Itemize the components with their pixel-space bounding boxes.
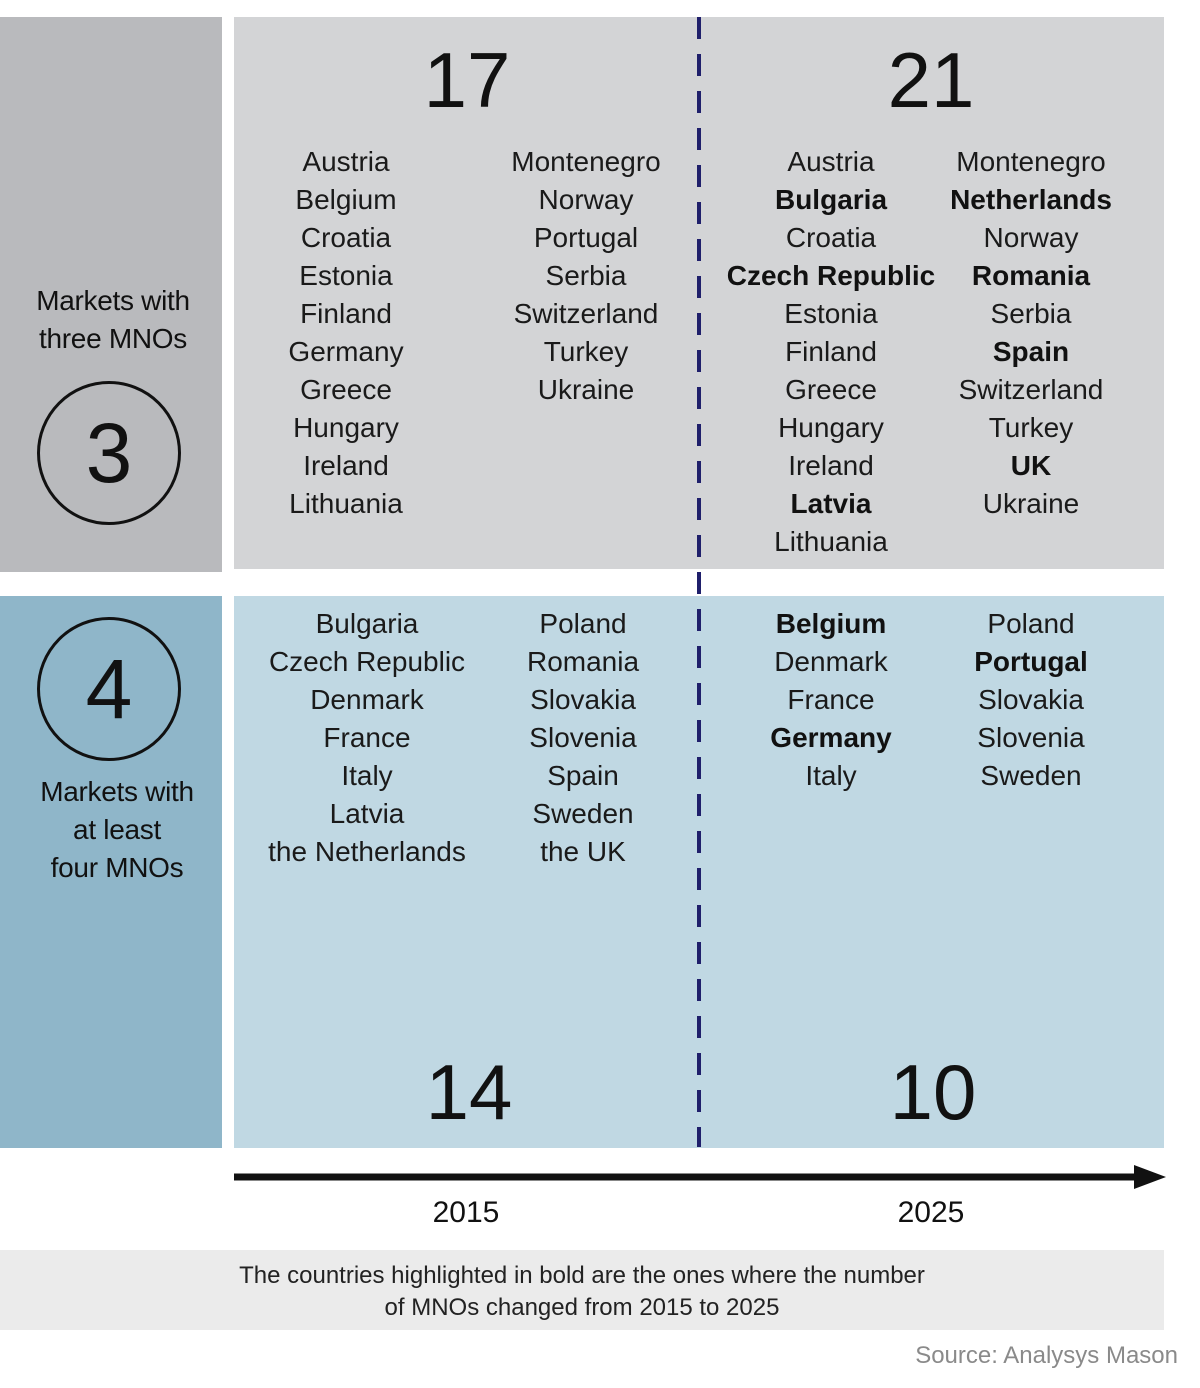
three-mnos-2025-col-a: Austria Bulgaria Croatia Czech Republic Esto… [716, 143, 946, 561]
country-item: Belgium [295, 184, 397, 215]
country-item: Latvia [790, 488, 872, 519]
country-item: Denmark [774, 646, 888, 677]
country-item: Switzerland [958, 374, 1104, 405]
country-item: Greece [300, 374, 392, 405]
note-text: The countries highlighted in bold are th… [0, 1260, 1164, 1324]
country-item: Lithuania [289, 488, 403, 519]
country-item: Estonia [784, 298, 878, 329]
country-item: Germany [288, 336, 404, 367]
country-item: Sweden [532, 798, 634, 829]
three-mnos-count-2025: 21 [887, 36, 975, 124]
four-mnos-count-2015: 14 [425, 1048, 513, 1136]
four-mnos-2025-col-b: Poland Portugal Slovakia Slovenia Sweden [941, 605, 1121, 795]
country-item: Austria [787, 146, 875, 177]
country-item: Ukraine [982, 488, 1080, 519]
country-item: the Netherlands [268, 836, 466, 867]
note-line1: The countries highlighted in bold are th… [239, 1262, 925, 1289]
country-item: Croatia [785, 222, 877, 253]
country-item: Greece [785, 374, 877, 405]
three-mnos-badge: 3 [37, 381, 181, 525]
country-item: Croatia [300, 222, 392, 253]
country-item: Poland [539, 608, 627, 639]
three-mnos-label-line2: three MNOs [39, 323, 187, 354]
country-item: Denmark [310, 684, 424, 715]
timeline-arrow [234, 1165, 1166, 1189]
country-item: Romania [971, 260, 1091, 291]
country-item: UK [1010, 450, 1052, 481]
country-item: Montenegro [511, 146, 661, 177]
country-item: Romania [526, 646, 640, 677]
three-mnos-count-2015: 17 [423, 36, 511, 124]
country-item: Turkey [988, 412, 1074, 443]
country-item: Bulgaria [315, 608, 419, 639]
note-line2: of MNOs changed from 2015 to 2025 [384, 1294, 780, 1321]
timeline-year-2015: 2015 [432, 1196, 500, 1229]
three-mnos-label-line1: Markets with [36, 285, 190, 316]
country-item: Serbia [990, 298, 1072, 329]
country-item: Switzerland [513, 298, 659, 329]
four-mnos-badge: 4 [37, 617, 181, 761]
three-mnos-2015-col-b: Montenegro Norway Portugal Serbia Switzerlan… [486, 143, 686, 409]
country-item: Turkey [543, 336, 629, 367]
country-item: Hungary [293, 412, 399, 443]
country-item: France [323, 722, 411, 753]
four-mnos-label: Markets with at least four MNOs [6, 773, 228, 887]
note-box [0, 1250, 1164, 1330]
country-item: Norway [538, 184, 634, 215]
country-item: Lithuania [774, 526, 888, 557]
country-item: Austria [302, 146, 390, 177]
country-item: Portugal [974, 646, 1088, 677]
country-item: Ukraine [537, 374, 635, 405]
country-item: Serbia [545, 260, 627, 291]
four-mnos-label-line3: four MNOs [50, 852, 184, 883]
four-mnos-2015-col-a: Bulgaria Czech Republic Denmark France Italy… [252, 605, 482, 871]
country-item: Czech Republic [726, 260, 936, 291]
country-item: Bulgaria [774, 184, 888, 215]
three-mnos-badge-number: 3 [85, 405, 133, 500]
country-item: Finland [300, 298, 392, 329]
country-item: Norway [983, 222, 1079, 253]
country-item: France [787, 684, 875, 715]
country-item: Czech Republic [268, 646, 466, 677]
country-item: Belgium [775, 608, 887, 639]
country-item: Montenegro [956, 146, 1106, 177]
four-mnos-label-line2: at least [73, 814, 161, 845]
three-mnos-2025-col-b: Montenegro Netherlands Norway Romania Serbia… [936, 143, 1126, 523]
four-mnos-badge-number: 4 [85, 641, 133, 736]
country-item: Spain [992, 336, 1070, 367]
three-mnos-label: Markets with three MNOs [2, 282, 224, 358]
three-mnos-2015-col-a: Austria Belgium Croatia Estonia Finland Germa… [246, 143, 446, 523]
country-item: Italy [341, 760, 393, 791]
source-credit: Source: Analysys Mason [915, 1342, 1178, 1369]
country-item: Finland [785, 336, 877, 367]
four-mnos-label-line1: Markets with [40, 776, 194, 807]
country-item: Germany [770, 722, 892, 753]
country-item: Slovakia [978, 684, 1084, 715]
timeline-year-2025: 2025 [897, 1196, 965, 1229]
country-item: Spain [547, 760, 619, 791]
country-item: Hungary [778, 412, 884, 443]
country-item: Sweden [980, 760, 1082, 791]
country-item: the UK [540, 836, 626, 867]
country-item: Ireland [303, 450, 389, 481]
country-item: Poland [987, 608, 1075, 639]
country-item: Slovenia [977, 722, 1085, 753]
country-item: Ireland [788, 450, 874, 481]
country-item: Italy [805, 760, 857, 791]
four-mnos-2015-col-b: Poland Romania Slovakia Slovenia Spain Sweden… [493, 605, 673, 871]
four-mnos-count-2025: 10 [889, 1048, 977, 1136]
country-item: Slovenia [529, 722, 637, 753]
period-divider-line [697, 17, 701, 1147]
country-item: Latvia [329, 798, 405, 829]
four-mnos-2025-col-a: Belgium Denmark France Germany Italy [741, 605, 921, 795]
country-item: Netherlands [950, 184, 1112, 215]
country-item: Slovakia [530, 684, 636, 715]
country-item: Estonia [299, 260, 393, 291]
country-item: Portugal [533, 222, 639, 253]
